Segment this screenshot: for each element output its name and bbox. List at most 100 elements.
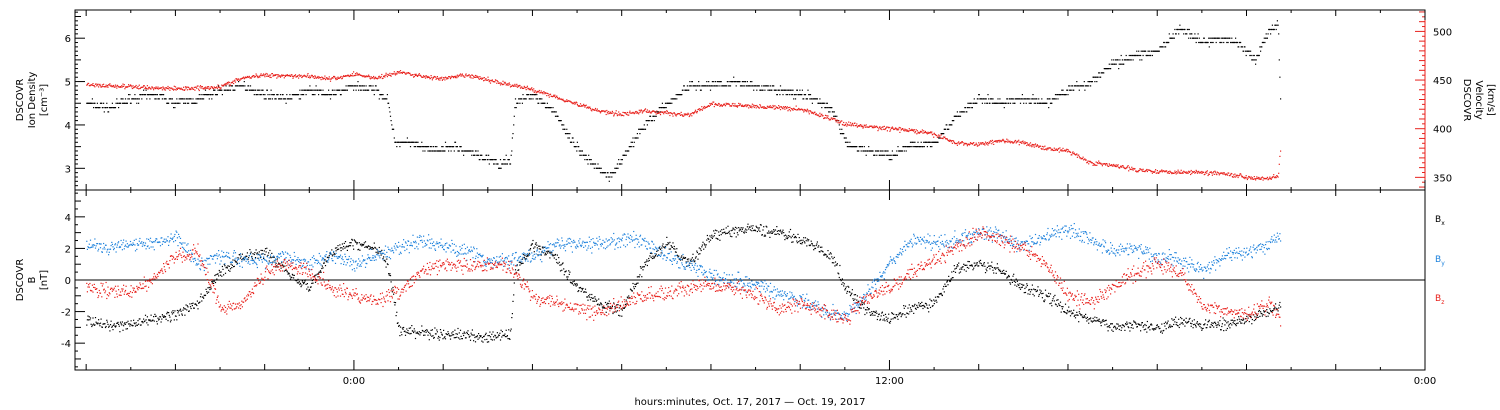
- velocity-point: [158, 88, 160, 90]
- density-point: [1123, 59, 1125, 61]
- velocity-point: [998, 141, 1000, 143]
- density-point: [903, 150, 905, 152]
- density-point: [1054, 98, 1056, 100]
- velocity-point: [108, 84, 110, 86]
- density-point: [442, 146, 444, 148]
- velocity-point: [309, 76, 312, 78]
- velocity-point: [293, 76, 295, 78]
- velocity-point: [1260, 178, 1262, 180]
- density-point: [1243, 50, 1245, 52]
- velocity-point: [822, 115, 824, 117]
- velocity-point: [539, 92, 542, 94]
- velocity-point: [224, 83, 226, 85]
- velocity-point: [454, 77, 457, 79]
- bx-point: [520, 263, 522, 265]
- velocity-point: [752, 105, 754, 107]
- velocity-point: [638, 113, 640, 115]
- density-point: [1188, 28, 1190, 31]
- density-point: [623, 154, 625, 156]
- density-point: [708, 81, 710, 83]
- velocity-point: [208, 86, 210, 88]
- density-point: [485, 154, 487, 156]
- velocity-point: [218, 86, 220, 88]
- bx-point: [402, 328, 404, 330]
- bx-point: [297, 278, 299, 280]
- velocity-point: [1096, 162, 1098, 164]
- velocity-point: [95, 83, 97, 85]
- bx-point: [400, 331, 402, 333]
- density-point: [136, 102, 138, 104]
- bx-point: [513, 294, 515, 296]
- velocity-point: [1108, 163, 1110, 165]
- velocity-point: [1176, 172, 1178, 174]
- velocity-point: [145, 87, 147, 89]
- density-point: [705, 85, 707, 87]
- bx-point: [236, 261, 238, 263]
- bx-point: [86, 324, 88, 326]
- density-point: [743, 85, 745, 87]
- velocity-point: [99, 85, 102, 87]
- bx-point: [451, 334, 453, 336]
- velocity-point: [1060, 150, 1062, 152]
- density-point: [891, 150, 893, 152]
- density-point: [897, 146, 899, 148]
- density-point: [1245, 54, 1247, 57]
- b-tick-label: -2: [61, 308, 71, 319]
- density-point: [953, 120, 955, 122]
- velocity-point: [516, 86, 518, 88]
- density-point: [203, 94, 205, 96]
- bx-point: [176, 319, 178, 321]
- bx-point: [343, 242, 345, 244]
- velocity-point: [772, 104, 774, 107]
- velocity-point: [424, 77, 427, 79]
- velocity-point: [1116, 165, 1118, 167]
- density-point: [707, 85, 709, 87]
- density-point: [396, 146, 398, 148]
- density-point: [672, 98, 674, 100]
- density-point: [895, 154, 897, 156]
- density-point: [495, 159, 497, 161]
- velocity-point: [996, 141, 998, 143]
- velocity-point: [695, 111, 697, 113]
- density-point: [1265, 37, 1267, 39]
- density-point: [1252, 54, 1254, 57]
- velocity-point: [152, 87, 154, 89]
- density-point: [1276, 24, 1278, 26]
- density-point: [969, 102, 972, 104]
- bx-point: [218, 269, 220, 272]
- bx-point: [524, 258, 527, 260]
- density-point: [1095, 76, 1097, 78]
- velocity-point: [778, 107, 780, 109]
- density-point: [650, 120, 652, 122]
- density-point: [154, 94, 157, 96]
- density-point: [118, 102, 120, 104]
- bx-point: [331, 255, 333, 257]
- velocity-point: [482, 77, 484, 79]
- velocity-point: [751, 107, 753, 109]
- velocity-point: [564, 100, 567, 102]
- bx-point: [351, 239, 353, 241]
- bx-point: [484, 339, 486, 341]
- density-point: [1261, 46, 1263, 48]
- density-point: [545, 107, 547, 109]
- density-point: [1231, 37, 1233, 39]
- velocity-point: [1262, 179, 1264, 181]
- velocity-point: [1117, 164, 1119, 166]
- bx-point: [356, 242, 358, 244]
- density-point: [905, 150, 907, 152]
- bx-point: [143, 320, 145, 323]
- velocity-point: [1033, 144, 1035, 146]
- density-point: [1069, 89, 1072, 91]
- velocity-point: [507, 84, 509, 86]
- density-point: [231, 85, 233, 87]
- bx-point: [304, 280, 306, 282]
- velocity-point: [650, 112, 652, 114]
- density-point: [781, 89, 783, 91]
- velocity-point: [737, 105, 739, 107]
- bx-point: [103, 323, 105, 325]
- density-point: [566, 133, 568, 135]
- density-point: [436, 146, 438, 148]
- bx-point: [269, 256, 272, 258]
- density-point: [683, 85, 685, 87]
- bx-point: [272, 261, 274, 263]
